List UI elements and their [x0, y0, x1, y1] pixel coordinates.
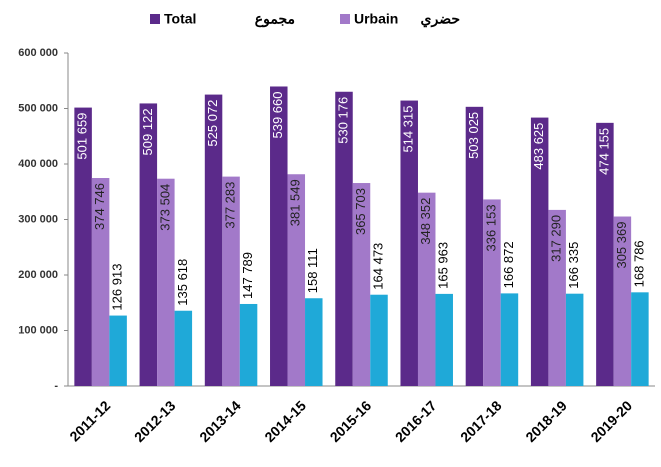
bar: [335, 91, 353, 386]
x-tick-label: 2014-15: [261, 397, 309, 445]
x-tick-label: 2017-18: [457, 397, 505, 445]
legend-label: Urbain: [354, 11, 398, 27]
bar: [548, 209, 566, 386]
data-label: 166 335: [566, 242, 581, 289]
bar: [417, 192, 436, 386]
bar: [565, 293, 584, 386]
y-tick-label: 100 000: [18, 324, 58, 336]
bar: [370, 294, 388, 386]
legend-label: Total: [164, 11, 196, 27]
x-tick-label: 2018-19: [522, 397, 570, 445]
data-label: 168 786: [631, 240, 646, 287]
data-label: 336 153: [483, 204, 498, 251]
bar: [287, 174, 306, 386]
data-label: 135 618: [175, 259, 190, 306]
x-tick-label: 2011-12: [66, 397, 113, 444]
bar: [91, 178, 110, 386]
data-label: 530 176: [335, 97, 350, 144]
data-label: 317 290: [549, 215, 564, 262]
bar: [596, 122, 614, 387]
data-label: 514 315: [401, 106, 416, 153]
bar: [74, 107, 92, 386]
bar: [400, 100, 418, 386]
y-tick-label: 400 000: [18, 158, 58, 170]
data-label: 525 072: [205, 100, 220, 147]
bar: [204, 94, 223, 387]
y-tick-label: 600 000: [18, 47, 58, 59]
legend-swatch: [150, 14, 160, 24]
bar: [435, 293, 453, 386]
y-tick-label: 300 000: [18, 213, 58, 225]
data-label: 158 111: [305, 248, 320, 293]
data-label: 381 549: [288, 179, 303, 226]
legend-label-ar: حضري: [421, 11, 460, 28]
data-label: 165 963: [436, 242, 451, 289]
data-label: 377 283: [222, 182, 237, 229]
bar: [305, 298, 323, 386]
data-label: 126 913: [110, 264, 125, 311]
bar: [239, 303, 258, 386]
legend-swatch: [340, 14, 350, 24]
data-label: 501 659: [75, 113, 90, 160]
data-label: 373 504: [157, 184, 172, 231]
bar: [270, 86, 288, 386]
bar: [174, 310, 193, 386]
bar: [631, 292, 649, 386]
data-label: 539 660: [270, 91, 285, 138]
data-label: 365 703: [353, 188, 368, 235]
x-tick-label: 2016-17: [392, 397, 440, 445]
data-label: 348 352: [418, 198, 433, 245]
data-label: 147 789: [240, 252, 255, 299]
data-label: 509 122: [140, 108, 155, 155]
bar: [109, 315, 127, 386]
data-label: 305 369: [614, 222, 629, 269]
data-label: 503 025: [466, 112, 481, 159]
bar: [500, 293, 519, 386]
bar: [222, 176, 240, 386]
bar: [465, 106, 484, 387]
bar: [352, 183, 371, 386]
data-label: 483 625: [531, 123, 546, 170]
y-tick-label: -: [54, 380, 58, 392]
x-tick-label: 2019-20: [587, 397, 635, 445]
x-tick-label: 2012-13: [131, 397, 179, 445]
bar: [613, 216, 632, 386]
y-tick-label: 200 000: [18, 269, 58, 281]
data-label: 374 746: [92, 183, 107, 230]
legend-label-ar: مجموع: [255, 11, 295, 28]
x-tick-label: 2015-16: [327, 397, 375, 445]
data-label: 164 473: [370, 243, 385, 290]
bar: [530, 117, 549, 386]
data-label: 166 872: [501, 241, 516, 288]
data-label: 474 155: [596, 128, 611, 175]
bar: [139, 103, 158, 386]
bar: [157, 178, 175, 386]
x-tick-label: 2013-14: [196, 397, 244, 445]
bar: [483, 199, 501, 386]
y-tick-label: 500 000: [18, 102, 58, 114]
